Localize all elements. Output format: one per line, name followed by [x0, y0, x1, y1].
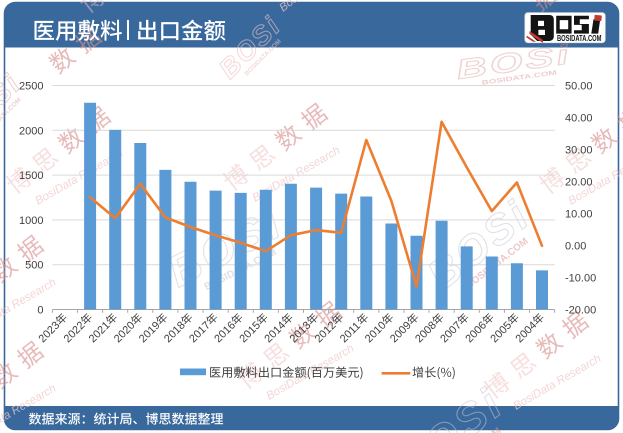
svg-text:BOSIDATA.COM: BOSIDATA.COM: [557, 33, 602, 43]
svg-text:500: 500: [25, 260, 43, 272]
svg-text:1000: 1000: [19, 215, 43, 227]
svg-text:0: 0: [37, 305, 43, 317]
svg-text:10.00: 10.00: [565, 209, 593, 221]
svg-text:-20.00: -20.00: [565, 305, 596, 317]
svg-text:2500: 2500: [19, 81, 43, 93]
svg-text:40.00: 40.00: [565, 113, 593, 125]
svg-text:50.00: 50.00: [565, 81, 593, 93]
svg-text:30.00: 30.00: [565, 145, 593, 157]
svg-text:1500: 1500: [19, 170, 43, 182]
svg-text:20.00: 20.00: [565, 177, 593, 189]
svg-text:0.00: 0.00: [565, 241, 586, 253]
svg-text:2000: 2000: [19, 125, 43, 137]
svg-text:-10.00: -10.00: [565, 273, 596, 285]
